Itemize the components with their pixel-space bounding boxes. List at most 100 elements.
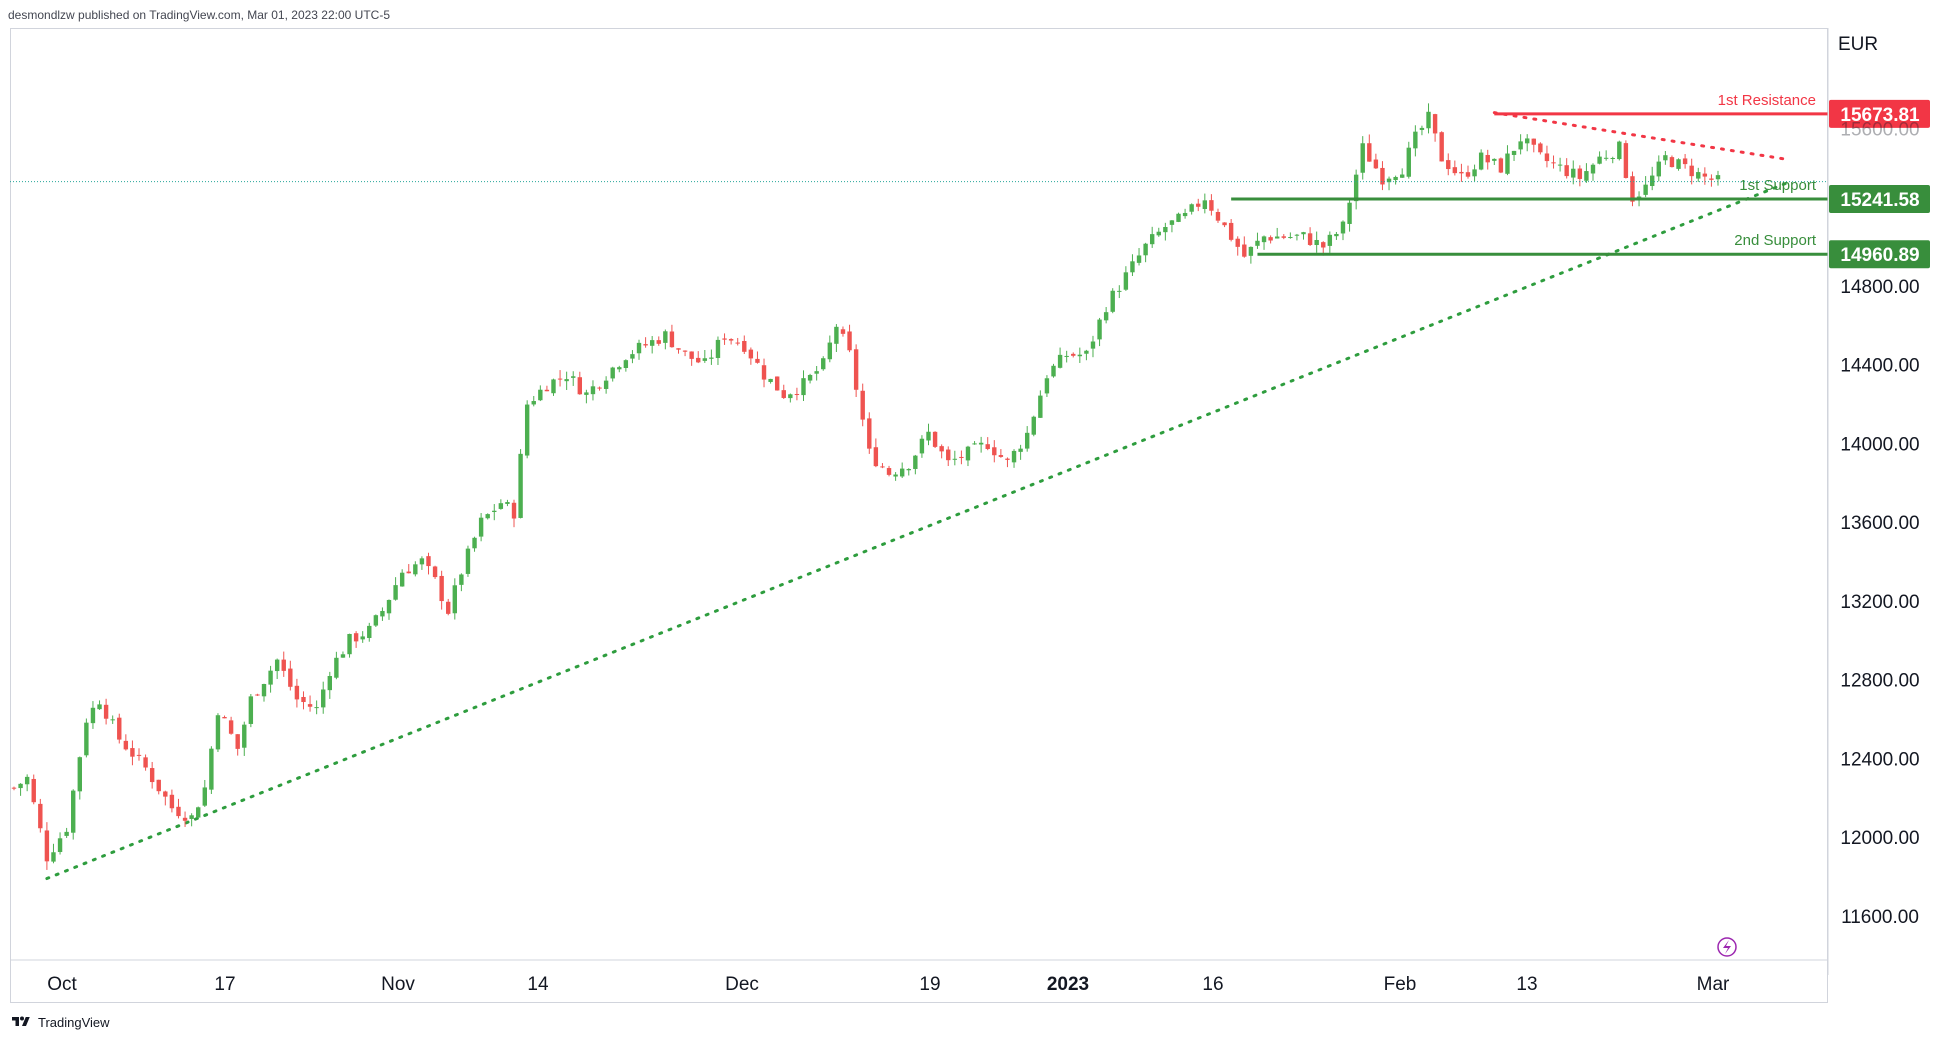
candle-body: [722, 338, 727, 340]
candle-body: [294, 685, 300, 700]
candle-body: [334, 657, 339, 678]
candle-body: [1202, 200, 1208, 210]
candle-body: [1465, 172, 1471, 177]
candle-body: [952, 458, 958, 460]
candle-body: [906, 469, 911, 471]
candle-body: [90, 707, 96, 724]
candle-body: [899, 468, 905, 477]
candle-body: [538, 389, 543, 401]
candle-body: [169, 794, 175, 809]
candle-body: [1189, 204, 1194, 212]
candle-body: [1084, 350, 1089, 354]
candle-body: [1018, 448, 1023, 452]
candle-body: [1156, 231, 1161, 236]
candle-body: [1478, 152, 1484, 170]
price-tick-label: 12000.00: [1840, 828, 1919, 849]
candle-body: [1163, 227, 1168, 233]
level-price-label: 14960.89: [1840, 245, 1919, 266]
candle-body: [1400, 174, 1405, 178]
time-tick-label: Feb: [1384, 974, 1417, 995]
candle-body: [1511, 150, 1517, 155]
candle-body: [274, 659, 280, 672]
candle-body: [518, 453, 523, 518]
candle-body: [1011, 450, 1017, 463]
candle-body: [1005, 458, 1010, 460]
candle-body: [656, 340, 661, 344]
price-tick-label: 13600.00: [1840, 513, 1919, 534]
candle-body: [367, 625, 372, 639]
candle-body: [992, 447, 997, 456]
candle-body: [603, 380, 609, 389]
candle-body: [1314, 239, 1319, 246]
time-tick-label: 14: [527, 974, 549, 995]
candle-body: [636, 342, 642, 354]
candle-body: [1406, 147, 1411, 177]
candle-body: [1584, 171, 1589, 181]
candle-body: [584, 392, 589, 395]
candle-body: [130, 748, 135, 757]
candle-body: [1235, 238, 1240, 247]
candle-body: [1439, 132, 1444, 162]
time-tick-label: 2023: [1047, 974, 1089, 995]
candle-body: [57, 838, 63, 853]
lightning-bolt-icon: [1723, 940, 1731, 954]
candle-body: [1663, 155, 1668, 161]
candle-body: [386, 599, 392, 614]
candle-body: [1367, 143, 1372, 162]
price-tick-label: 14000.00: [1840, 434, 1919, 455]
candle-body: [932, 431, 938, 447]
candle-body: [939, 446, 944, 452]
candle-body: [307, 704, 313, 707]
price-tick-label: 12800.00: [1840, 671, 1919, 692]
footer: TradingView: [10, 1012, 110, 1032]
price-tick-label: 14400.00: [1840, 356, 1919, 377]
candle-body: [715, 339, 721, 358]
candle-body: [531, 401, 536, 405]
candle-body: [1682, 158, 1688, 165]
candle-body: [1327, 234, 1333, 246]
candle-body: [755, 358, 760, 363]
attribution-text: desmondlzw published on TradingView.com,…: [8, 8, 390, 22]
candle-body: [1110, 290, 1115, 312]
candle-body: [577, 377, 583, 395]
candle-body: [1531, 138, 1536, 145]
candle-body: [432, 566, 438, 578]
time-axis[interactable]: Oct 17 Nov 14 Dec 19 2023 16 Feb 13 Mar: [10, 959, 1828, 995]
candle-body: [748, 349, 754, 359]
candle-body: [1373, 159, 1379, 169]
candle-body: [1130, 261, 1135, 273]
candle-body: [1274, 236, 1280, 239]
candle-body: [827, 342, 833, 360]
candle-body: [71, 790, 76, 833]
candle-body: [972, 443, 977, 445]
price-axis[interactable]: 15600.00 14800.00 14400.00 14000.00 13600.00…: [1827, 28, 1920, 975]
candle-body: [1676, 159, 1681, 169]
candle-body: [301, 696, 306, 703]
candle-body: [1551, 162, 1556, 164]
price-tick-label: 15600.00: [1840, 119, 1919, 140]
level-name: 1st Resistance: [1718, 92, 1816, 109]
candle-body: [465, 548, 471, 574]
candle-body: [1353, 174, 1359, 202]
candle-body: [222, 717, 227, 719]
candle-body: [1603, 157, 1609, 159]
candle-body: [1288, 237, 1293, 239]
time-tick-label: Mar: [1697, 974, 1730, 995]
candle-body: [1064, 355, 1069, 357]
candle-body: [1610, 158, 1615, 160]
candle-body: [1182, 212, 1188, 217]
candle-body: [419, 558, 425, 565]
candle-body: [1071, 353, 1076, 356]
candle-body: [1248, 246, 1254, 256]
candle-body: [1544, 153, 1550, 162]
time-tick-label: Nov: [381, 974, 415, 995]
candle-body: [880, 466, 885, 468]
candles-layer: [11, 103, 1721, 870]
candle-body: [1498, 158, 1504, 173]
candle-body: [136, 754, 142, 756]
candle-body: [110, 719, 115, 721]
time-tick-label: 19: [919, 974, 940, 995]
candle-body: [1557, 164, 1563, 166]
candle-body: [327, 676, 332, 691]
